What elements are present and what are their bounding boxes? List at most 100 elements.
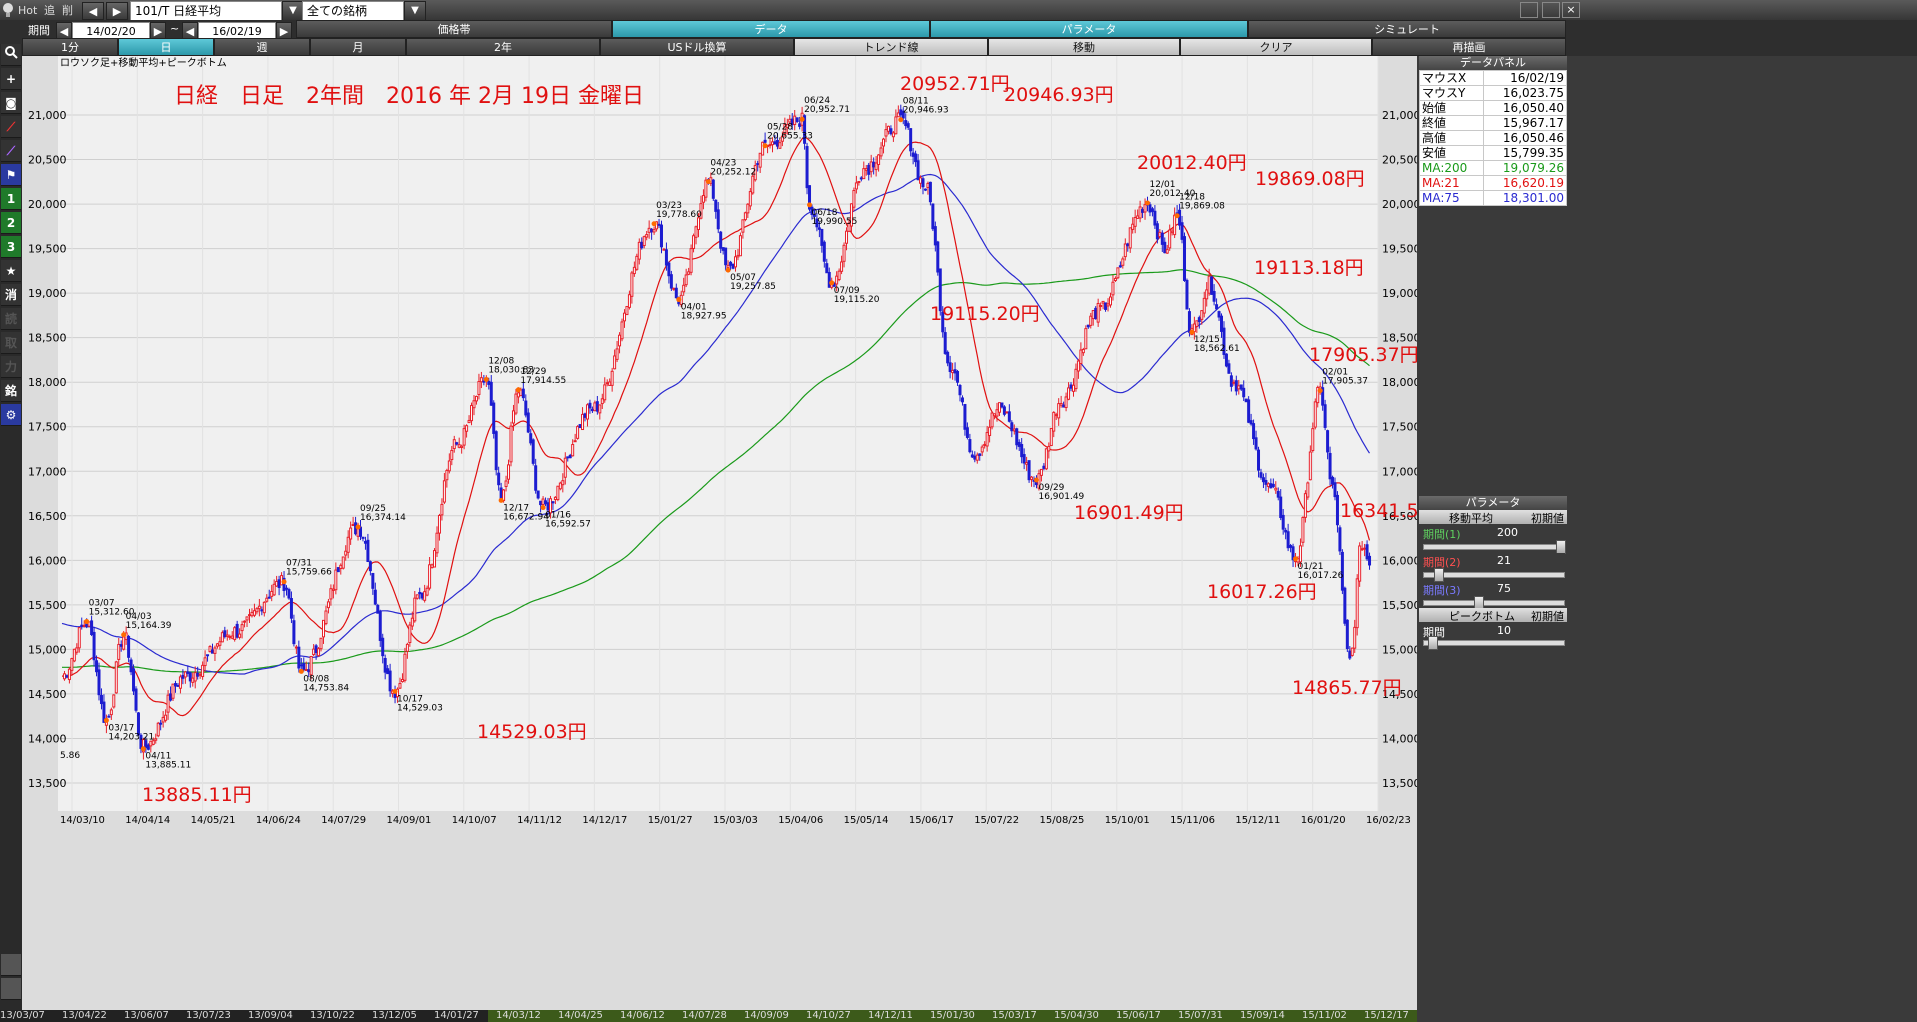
close-icon[interactable]: × [1562, 2, 1580, 18]
tab-price-band[interactable]: 価格帯 [296, 20, 612, 38]
tab-simulate[interactable]: シミュレート [1248, 20, 1566, 38]
erase-button[interactable]: 消 [1, 284, 21, 306]
period-1-slider[interactable] [1423, 540, 1566, 554]
candle-body [346, 536, 350, 553]
candle-body [314, 645, 318, 654]
bottom-date-label: 15/11/02 [1302, 1010, 1347, 1021]
data-panel-header: データパネル [1419, 56, 1567, 70]
peak-date: 12/29 [520, 367, 546, 377]
lightbulb-icon[interactable] [2, 2, 16, 20]
pb-period-value[interactable]: 10 [1497, 623, 1565, 639]
power-button[interactable]: 力 [1, 356, 21, 378]
symbol-dropdown-button[interactable]: ▼ [282, 1, 304, 21]
ma-init-button[interactable]: 初期値 [1531, 512, 1564, 525]
candle-body [371, 572, 375, 589]
take-button[interactable]: 取 [1, 332, 21, 354]
move-button[interactable]: 移動 [988, 38, 1180, 56]
camera-icon[interactable]: ◙ [1, 92, 21, 114]
candle-body [193, 672, 197, 682]
plus-icon[interactable]: + [1, 68, 21, 90]
tab-parameter[interactable]: パラメータ [930, 20, 1248, 38]
maximize-button[interactable] [1542, 2, 1560, 18]
universe-select[interactable]: 全ての銘柄 [302, 1, 404, 21]
peak-value: 19,869.08 [1179, 202, 1225, 212]
peak-date: 12/18 [1179, 193, 1205, 203]
x-tick-label: 15/12/11 [1235, 815, 1280, 826]
pb-period-slider-knob[interactable] [1428, 636, 1438, 650]
candle-body [351, 524, 355, 527]
pb-period-slider[interactable] [1423, 636, 1565, 650]
candle-body [282, 577, 286, 592]
tab-data[interactable]: データ [612, 20, 930, 38]
x-tick-label: 14/05/21 [191, 815, 236, 826]
period-1-value[interactable]: 200 [1497, 525, 1565, 541]
redraw-button[interactable]: 再描画 [1372, 38, 1566, 56]
delete-button[interactable]: 削 [62, 4, 73, 17]
clear-button[interactable]: クリア [1180, 38, 1372, 56]
candle-body [610, 370, 614, 386]
from-date-input[interactable]: 14/02/20 [72, 22, 150, 40]
period-1-slider-knob[interactable] [1556, 540, 1566, 554]
usd-convert-button[interactable]: USドル換算 [600, 38, 794, 56]
candle-body [331, 588, 335, 591]
candle-body [909, 128, 913, 152]
peak-date: 01/16 [545, 511, 571, 521]
tab-monthly[interactable]: 月 [310, 38, 406, 56]
candle-body [1215, 304, 1219, 310]
to-next-button[interactable]: ▶ [276, 22, 292, 40]
selected-range-bar[interactable] [488, 1010, 1468, 1022]
period-3-slider[interactable] [1423, 596, 1565, 610]
mini-chart2-icon[interactable] [1, 978, 21, 1000]
candle-body [228, 635, 232, 638]
period-2-slider-knob[interactable] [1434, 568, 1444, 582]
tab-weekly[interactable]: 週 [214, 38, 310, 56]
candle-body [859, 177, 863, 180]
minimize-button[interactable] [1520, 2, 1538, 18]
universe-dropdown-button[interactable]: ▼ [404, 1, 426, 21]
bottom-date-label: 15/01/30 [930, 1010, 975, 1021]
candle-body [1195, 320, 1199, 327]
tab-1min[interactable]: 1分 [22, 38, 118, 56]
candle-body [590, 408, 594, 412]
data-panel-value: 19,079.26 [1482, 160, 1568, 176]
mini-chart-icon[interactable] [1, 954, 21, 976]
candle-body [410, 617, 414, 627]
star-icon[interactable]: ★ [1, 260, 21, 282]
preset-1-button[interactable]: 1 [1, 188, 21, 210]
next-symbol-button[interactable]: ▶ [106, 2, 128, 20]
candle-body [647, 227, 651, 233]
candle-body [1153, 210, 1157, 226]
period-2-value[interactable]: 21 [1497, 553, 1565, 569]
pb-init-button[interactable]: 初期値 [1531, 610, 1564, 623]
candle-body [734, 256, 738, 268]
price-annotation: 16901.49円 [1074, 502, 1184, 524]
tab-daily[interactable]: 日 [118, 38, 214, 56]
add-button[interactable]: 追 [44, 4, 55, 17]
candle-body [1076, 360, 1080, 372]
line-chart-icon[interactable]: ⟋ [1, 116, 21, 138]
candle-body [692, 235, 696, 249]
to-prev-button[interactable]: ◀ [182, 22, 198, 40]
preset-2-button[interactable]: 2 [1, 212, 21, 234]
prev-symbol-button[interactable]: ◀ [82, 2, 104, 20]
tab-2year[interactable]: 2年 [406, 38, 600, 56]
candle-body [857, 180, 861, 183]
multi-chart-icon[interactable]: ⟋ [1, 140, 21, 162]
peak-value: 16,592.57 [545, 520, 591, 530]
trendline-button[interactable]: トレンド線 [794, 38, 988, 56]
hot-button[interactable]: Hot [18, 4, 38, 17]
symbol-select[interactable]: 101/T 日経平均 [130, 1, 282, 21]
brand-button[interactable]: 銘 [1, 380, 21, 402]
y-tick-label: 14,500 [1382, 688, 1417, 701]
preset-3-button[interactable]: 3 [1, 236, 21, 258]
candle-body [499, 487, 503, 499]
search-icon[interactable] [1, 44, 21, 66]
period-1-label: 期間(1) [1423, 528, 1461, 541]
period-3-value[interactable]: 75 [1497, 581, 1565, 597]
x-tick-label: 16/01/20 [1301, 815, 1346, 826]
flag-icon[interactable]: ⚑ [1, 164, 21, 186]
gear-icon[interactable]: ⚙ [1, 404, 21, 426]
period-2-slider[interactable] [1423, 568, 1565, 582]
read-button[interactable]: 読 [1, 308, 21, 330]
price-chart[interactable]: 21,000 21,000 20,500 20,500 20,000 20,000 19,5… [22, 56, 1450, 1012]
